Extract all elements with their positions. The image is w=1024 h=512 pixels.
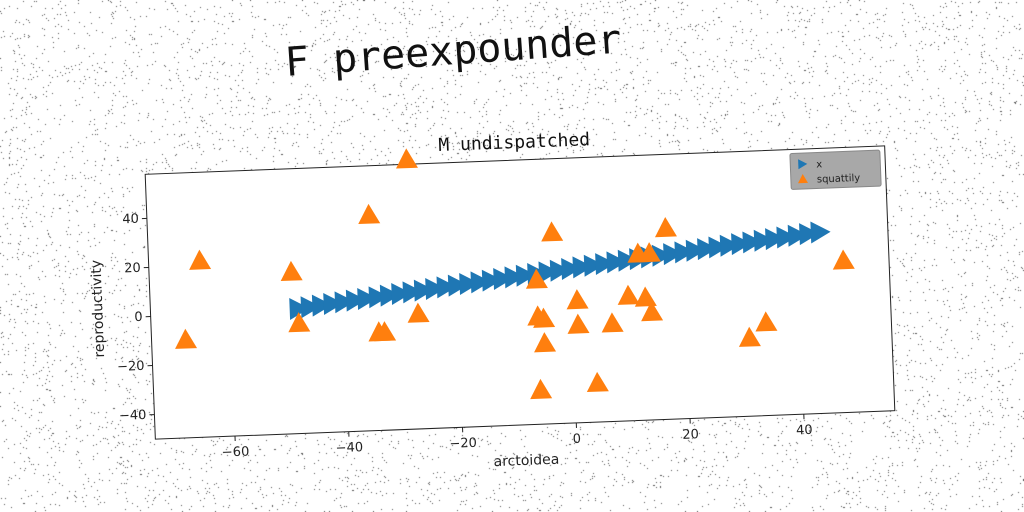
point-x [289, 297, 310, 320]
y-tick-label: −20 [117, 359, 145, 375]
point-x [549, 259, 571, 282]
point-squattily [832, 249, 855, 270]
point-x [323, 292, 344, 315]
x-tick-label: −20 [449, 436, 477, 452]
point-x [742, 231, 763, 254]
point-x [334, 291, 355, 314]
point-x [617, 249, 638, 272]
y-axis-label: reproductivity [88, 260, 108, 358]
point-x [583, 254, 605, 277]
point-x [515, 264, 537, 287]
x-tick-label: 20 [682, 427, 699, 443]
x-tick-label: 40 [796, 423, 813, 439]
legend-marker-squattily [798, 174, 809, 184]
point-squattily [533, 307, 556, 328]
point-x [708, 236, 729, 259]
point-squattily [288, 312, 311, 333]
y-tick-label: −40 [119, 408, 147, 424]
point-x [685, 239, 706, 262]
y-tick-label: 40 [122, 212, 139, 228]
legend-box [789, 149, 882, 190]
point-x [787, 224, 808, 247]
point-squattily [395, 148, 418, 169]
point-x [391, 283, 412, 305]
point-squattily [280, 260, 303, 282]
point-x [719, 234, 740, 257]
point-x [663, 243, 684, 266]
point-squattily [175, 328, 198, 349]
point-x [595, 253, 616, 276]
x-axis-label: arctoidea [493, 452, 559, 471]
point-squattily [617, 284, 640, 305]
point-squattily [566, 289, 589, 310]
point-squattily [525, 268, 548, 289]
legend: x squattily [789, 149, 882, 190]
data-marks [175, 148, 855, 400]
point-x [776, 226, 797, 249]
x-tick-label: −60 [222, 445, 250, 461]
point-squattily [567, 313, 590, 334]
point-x [311, 294, 333, 317]
axis-ticks: −60 −40 −20 0 20 40 −40 −20 0 20 40 [117, 212, 813, 461]
legend-marker-x [798, 159, 808, 170]
point-x [731, 233, 752, 256]
point-squattily [374, 321, 397, 342]
legend-label-squattily: squattily [817, 173, 861, 186]
point-x [425, 278, 446, 300]
point-squattily [638, 242, 661, 263]
point-squattily [530, 378, 553, 400]
y-tick-label: 20 [124, 261, 141, 277]
point-x [357, 287, 378, 310]
point-x [572, 256, 593, 279]
point-x [402, 281, 423, 304]
legend-label-x: x [816, 159, 822, 170]
point-squattily [586, 371, 609, 393]
point-x [697, 238, 718, 261]
point-x [447, 274, 469, 297]
y-tick-label: 0 [134, 310, 143, 325]
point-x [300, 296, 321, 319]
point-x [810, 221, 831, 244]
x-tick-label: 0 [572, 432, 581, 447]
point-x [481, 269, 503, 292]
point-squattily [189, 249, 212, 270]
point-x [368, 286, 389, 309]
point-x [674, 241, 695, 264]
point-x [379, 284, 401, 307]
point-x [753, 229, 774, 252]
point-x [470, 271, 491, 294]
point-x [504, 266, 525, 289]
point-x [345, 289, 367, 312]
point-squattily [755, 311, 778, 332]
point-x [493, 268, 514, 291]
point-x [765, 228, 786, 251]
point-x [799, 223, 820, 246]
point-squattily [641, 301, 664, 322]
point-squattily [654, 216, 677, 238]
point-x [413, 279, 435, 302]
point-squattily [407, 302, 430, 323]
point-x [436, 276, 457, 299]
point-squattily [534, 332, 557, 353]
point-squattily [358, 203, 381, 225]
axes-title: M undispatched [438, 129, 590, 156]
point-squattily [601, 312, 624, 333]
point-x [538, 261, 559, 284]
x-tick-label: −40 [335, 440, 363, 456]
point-x [459, 273, 480, 296]
point-x [561, 258, 582, 281]
point-squattily [738, 326, 761, 347]
plot-area [144, 145, 896, 440]
point-squattily [541, 221, 564, 242]
point-x [606, 251, 627, 274]
chart-group: M undispatched −60 −40 −20 0 20 40 −40 −20 0 20 40… [88, 129, 896, 471]
